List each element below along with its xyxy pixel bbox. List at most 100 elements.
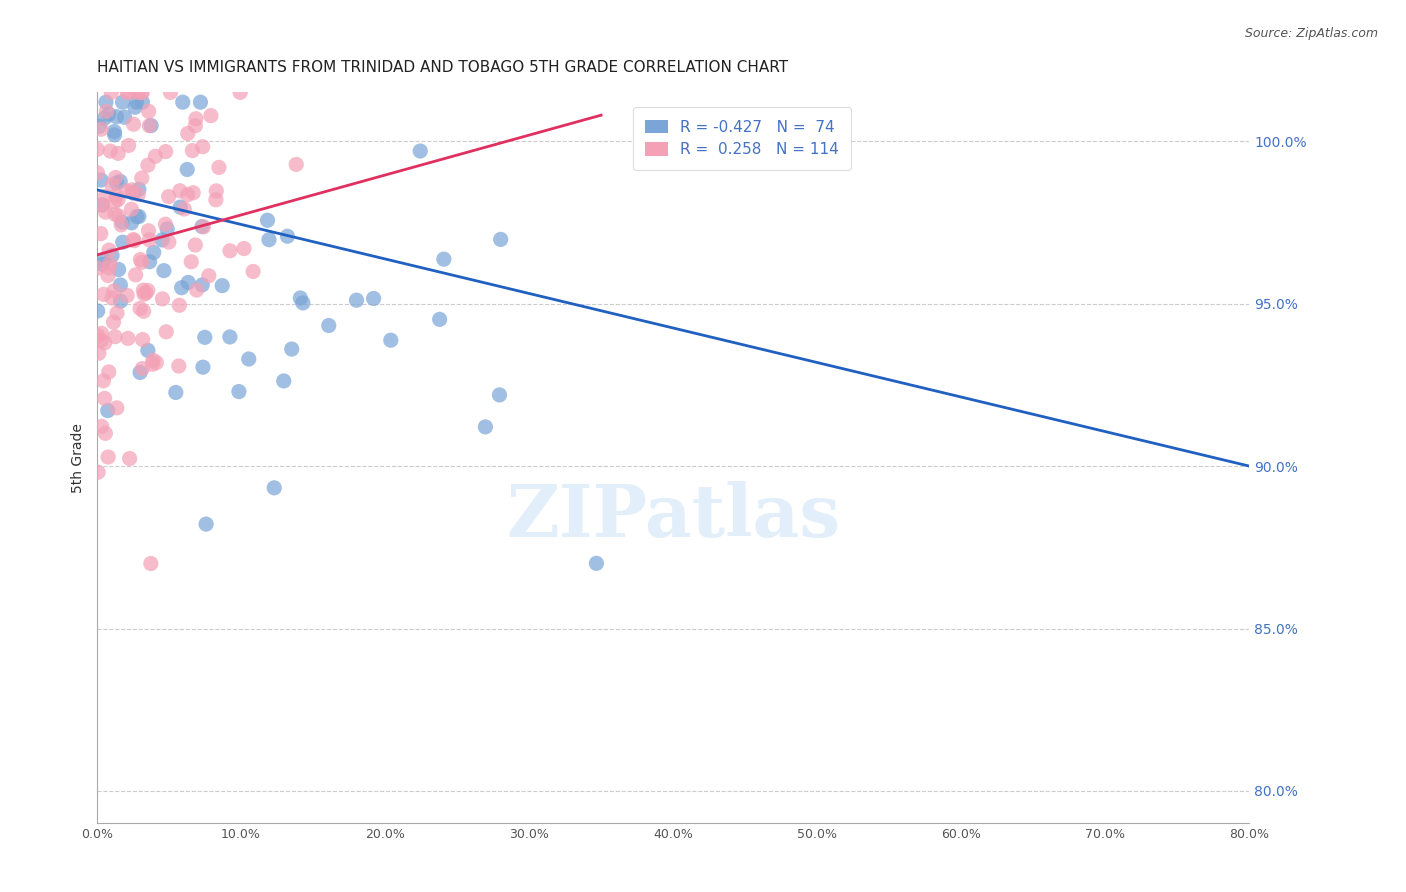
Immigrants from Trinidad and Tobago (87, 261, 110, 276)
Haitians (218, 330, 240, 344)
Immigrants from Trinidad and Tobago (105, 188, 128, 202)
Immigrants from Trinidad and Tobago (97, 365, 120, 379)
Immigrants from Trinidad and Tobago (285, 157, 308, 171)
Immigrants from Trinidad and Tobago (98, 260, 121, 275)
Haitians (170, 281, 193, 295)
Haitians (273, 374, 295, 388)
Immigrants from Trinidad and Tobago (159, 86, 181, 100)
Immigrants from Trinidad and Tobago (103, 284, 125, 298)
Haitians (169, 200, 191, 214)
Immigrants from Trinidad and Tobago (91, 198, 114, 212)
Haitians (128, 182, 150, 196)
Immigrants from Trinidad and Tobago (94, 189, 117, 203)
Immigrants from Trinidad and Tobago (184, 119, 207, 133)
Immigrants from Trinidad and Tobago (122, 233, 145, 247)
Haitians (363, 292, 385, 306)
Haitians (276, 229, 298, 244)
Haitians (194, 330, 217, 344)
Haitians (257, 233, 280, 247)
Immigrants from Trinidad and Tobago (94, 426, 117, 441)
Immigrants from Trinidad and Tobago (145, 149, 167, 163)
Text: Source: ZipAtlas.com: Source: ZipAtlas.com (1244, 27, 1378, 40)
Immigrants from Trinidad and Tobago (104, 329, 127, 343)
Immigrants from Trinidad and Tobago (242, 264, 264, 278)
Immigrants from Trinidad and Tobago (121, 185, 143, 199)
Haitians (177, 276, 200, 290)
Immigrants from Trinidad and Tobago (97, 268, 120, 283)
Haitians (131, 95, 153, 110)
Immigrants from Trinidad and Tobago (90, 227, 112, 241)
Immigrants from Trinidad and Tobago (104, 194, 127, 209)
Haitians (142, 245, 165, 260)
Haitians (91, 257, 114, 271)
Haitians (191, 277, 214, 292)
Immigrants from Trinidad and Tobago (104, 207, 127, 221)
Haitians (195, 517, 218, 532)
Immigrants from Trinidad and Tobago (93, 374, 115, 388)
Haitians (433, 252, 456, 267)
Immigrants from Trinidad and Tobago (120, 202, 142, 217)
Immigrants from Trinidad and Tobago (107, 193, 129, 207)
Immigrants from Trinidad and Tobago (177, 187, 200, 202)
Immigrants from Trinidad and Tobago (131, 361, 153, 376)
Haitians (172, 95, 194, 110)
Haitians (190, 95, 212, 110)
Haitians (380, 333, 402, 347)
Immigrants from Trinidad and Tobago (121, 183, 143, 197)
Y-axis label: 5th Grade: 5th Grade (72, 423, 86, 493)
Immigrants from Trinidad and Tobago (155, 325, 177, 339)
Immigrants from Trinidad and Tobago (115, 86, 138, 100)
Haitians (290, 291, 312, 305)
Immigrants from Trinidad and Tobago (117, 86, 139, 100)
Immigrants from Trinidad and Tobago (138, 224, 160, 238)
Immigrants from Trinidad and Tobago (169, 298, 191, 312)
Immigrants from Trinidad and Tobago (135, 285, 157, 300)
Haitians (108, 174, 131, 188)
Haitians (90, 173, 112, 187)
Immigrants from Trinidad and Tobago (181, 144, 204, 158)
Haitians (280, 342, 302, 356)
Immigrants from Trinidad and Tobago (186, 283, 208, 297)
Haitians (165, 385, 187, 400)
Immigrants from Trinidad and Tobago (131, 171, 153, 186)
Immigrants from Trinidad and Tobago (169, 184, 191, 198)
Haitians (101, 248, 124, 262)
Immigrants from Trinidad and Tobago (142, 353, 165, 368)
Haitians (191, 219, 214, 234)
Immigrants from Trinidad and Tobago (101, 178, 124, 193)
Immigrants from Trinidad and Tobago (181, 186, 204, 200)
Haitians (176, 162, 198, 177)
Haitians (91, 198, 114, 212)
Haitians (114, 110, 136, 124)
Haitians (111, 95, 134, 110)
Haitians (111, 235, 134, 250)
Immigrants from Trinidad and Tobago (117, 138, 139, 153)
Haitians (191, 360, 214, 375)
Immigrants from Trinidad and Tobago (117, 331, 139, 345)
Immigrants from Trinidad and Tobago (98, 144, 121, 158)
Haitians (489, 232, 512, 246)
Haitians (121, 216, 143, 230)
Haitians (103, 125, 125, 139)
Immigrants from Trinidad and Tobago (233, 242, 256, 256)
Immigrants from Trinidad and Tobago (180, 254, 202, 268)
Haitians (89, 120, 111, 134)
Immigrants from Trinidad and Tobago (167, 359, 190, 373)
Immigrants from Trinidad and Tobago (127, 86, 149, 100)
Immigrants from Trinidad and Tobago (155, 145, 177, 159)
Haitians (150, 233, 173, 247)
Immigrants from Trinidad and Tobago (110, 218, 132, 232)
Legend: R = -0.427   N =  74, R =  0.258   N = 114: R = -0.427 N = 74, R = 0.258 N = 114 (633, 107, 852, 169)
Immigrants from Trinidad and Tobago (93, 335, 115, 350)
Immigrants from Trinidad and Tobago (101, 291, 124, 305)
Haitians (139, 119, 162, 133)
Immigrants from Trinidad and Tobago (208, 161, 231, 175)
Haitians (107, 262, 129, 277)
Immigrants from Trinidad and Tobago (107, 209, 129, 223)
Text: HAITIAN VS IMMIGRANTS FROM TRINIDAD AND TOBAGO 5TH GRADE CORRELATION CHART: HAITIAN VS IMMIGRANTS FROM TRINIDAD AND … (97, 60, 789, 75)
Immigrants from Trinidad and Tobago (97, 450, 120, 464)
Haitians (488, 388, 510, 402)
Immigrants from Trinidad and Tobago (87, 465, 110, 479)
Haitians (94, 95, 117, 110)
Haitians (110, 294, 132, 309)
